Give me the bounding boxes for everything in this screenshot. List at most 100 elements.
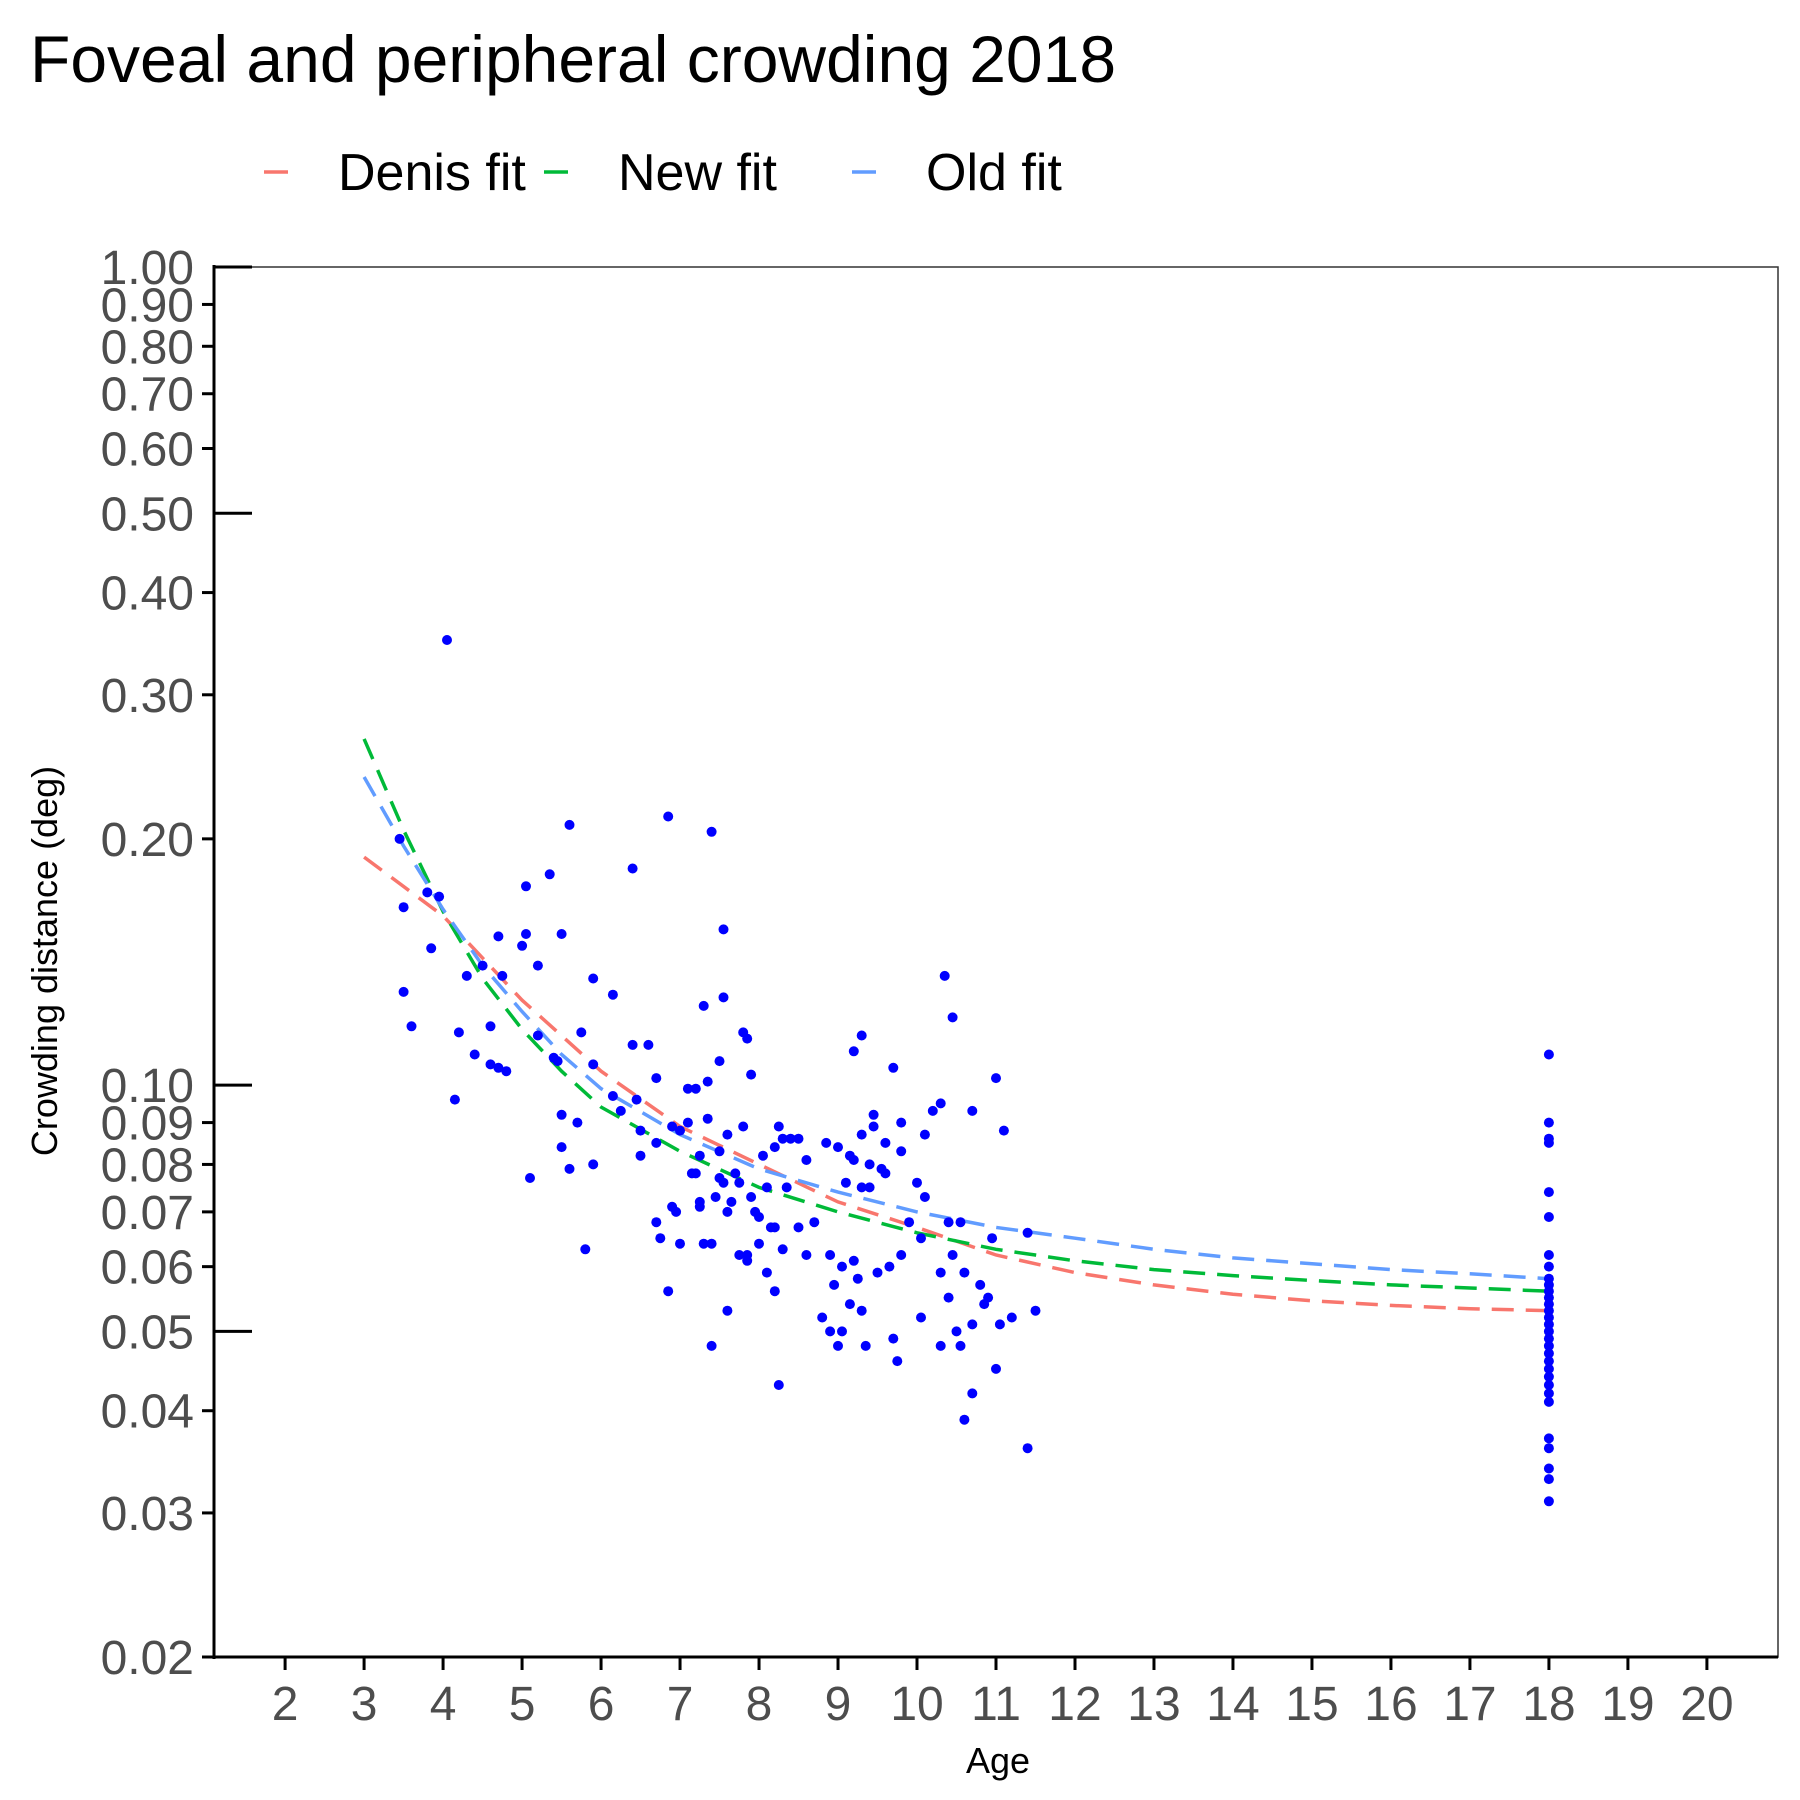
data-point [556,929,567,939]
data-point [434,891,445,902]
data-point [702,1076,713,1087]
data-point [991,1363,1001,1374]
data-point [667,1121,678,1132]
data-point [844,1299,855,1310]
y-tick-label: 0.80 [101,321,194,374]
data-point [1022,1227,1033,1238]
data-point [793,1222,804,1233]
data-point [1543,1137,1554,1148]
data-point [398,902,409,913]
data-point [821,1137,832,1148]
data-point [532,1030,543,1041]
data-point [710,1192,721,1202]
data-point [825,1326,836,1337]
data-point [422,887,433,898]
data-point [675,1125,685,1136]
data-point [588,973,599,984]
x-tick-label: 7 [667,1678,694,1731]
y-tick-label: 0.60 [101,424,194,477]
data-point [848,1155,859,1165]
data-point [896,1146,907,1157]
y-tick-label: 0.03 [101,1488,194,1541]
x-tick-label: 5 [509,1678,536,1731]
data-point [880,1168,891,1179]
data-point [734,1250,745,1260]
y-tick-label: 0.20 [101,814,194,867]
data-point [840,1177,851,1188]
data-point [868,1109,879,1120]
data-point [580,1244,591,1255]
data-point [935,1340,946,1351]
data-point [718,992,729,1003]
data-point [916,1312,926,1323]
data-point [734,1177,745,1188]
data-point [754,1238,764,1249]
data-point [864,1182,875,1193]
data-point [833,1340,843,1351]
data-point [485,1059,496,1070]
x-tick-label: 4 [430,1678,457,1731]
data-point [517,940,528,951]
x-tick-label: 20 [1680,1678,1733,1731]
y-tick-label: 0.30 [101,670,194,723]
data-point [754,1212,764,1222]
y-tick-label: 0.06 [101,1242,194,1295]
data-point [702,1113,713,1124]
x-tick-label: 3 [351,1678,378,1731]
data-point [588,1159,599,1170]
data-point [556,1142,567,1153]
x-tick-label: 12 [1048,1678,1101,1731]
data-point [919,1129,930,1140]
data-point [588,1059,599,1070]
old-fit-legend-label: Old fit [926,144,1062,202]
data-point [1543,1348,1554,1359]
data-point [706,1340,717,1351]
data-point [837,1326,847,1337]
data-point [1543,1312,1554,1323]
data-point [975,1279,986,1290]
data-point [896,1250,907,1260]
data-point [493,1062,504,1073]
data-point [935,1267,946,1278]
data-point [497,970,508,981]
data-point [947,1250,958,1260]
new-fit-legend-label: New fit [618,144,777,202]
data-point [758,1150,768,1161]
x-axis: 2 3 4 5 6 7 8 9 10 11 12 13 14 15 16 17 18 19 20 [272,1657,1734,1731]
data-point [742,1033,753,1044]
data-point [532,960,543,971]
data-point [761,1182,772,1193]
data-point [1543,1380,1554,1390]
data-point [943,1217,954,1228]
data-point [690,1168,701,1179]
data-point [682,1117,693,1128]
x-tick-label: 18 [1522,1678,1575,1731]
data-point [991,1073,1001,1084]
data-point [493,931,504,942]
x-tick-label: 2 [272,1678,299,1731]
data-point [722,1206,733,1217]
y-tick-label: 0.08 [101,1139,194,1192]
data-point [884,1261,895,1272]
data-point [872,1267,883,1278]
x-tick-label: 9 [825,1678,852,1731]
x-axis-title: Age [966,1740,1030,1781]
x-tick-label: 8 [746,1678,773,1731]
data-point [1543,1474,1554,1485]
data-point [1543,1212,1554,1222]
data-point [785,1133,796,1144]
data-point [1543,1356,1554,1367]
data-point [959,1414,970,1425]
data-point [453,1027,464,1038]
data-point [714,1146,725,1157]
data-point [773,1380,784,1390]
data-point [714,1056,725,1067]
data-point [833,1142,843,1153]
y-tick-label: 0.40 [101,568,194,621]
y-tick-label: 0.50 [101,488,194,541]
data-point [904,1217,915,1228]
data-point [1543,1396,1554,1407]
data-point [675,1238,685,1249]
data-point [1543,1443,1554,1454]
data-point [777,1244,788,1255]
